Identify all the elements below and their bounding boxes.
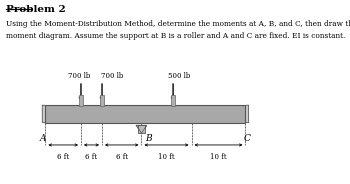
Text: C: C <box>244 134 251 143</box>
Bar <box>46 105 245 123</box>
Bar <box>171 95 175 106</box>
Wedge shape <box>42 105 55 123</box>
Text: A: A <box>40 134 47 143</box>
Text: B: B <box>145 134 152 143</box>
Polygon shape <box>136 125 147 133</box>
Text: 6 ft: 6 ft <box>85 153 98 161</box>
Text: 10 ft: 10 ft <box>158 153 175 161</box>
Text: Using the Moment-Distribution Method, determine the moments at A, B, and C, then: Using the Moment-Distribution Method, de… <box>6 20 350 28</box>
Text: 700 lb: 700 lb <box>102 72 124 80</box>
Text: 10 ft: 10 ft <box>210 153 227 161</box>
Bar <box>138 125 145 133</box>
Text: 500 lb: 500 lb <box>168 72 191 80</box>
Bar <box>100 95 104 106</box>
Bar <box>79 95 83 106</box>
Text: 700 lb: 700 lb <box>69 72 91 80</box>
Wedge shape <box>236 105 248 123</box>
Text: 6 ft: 6 ft <box>116 153 128 161</box>
Text: Problem 2: Problem 2 <box>6 5 66 14</box>
Text: 6 ft: 6 ft <box>57 153 69 161</box>
Text: moment diagram. Assume the support at B is a roller and A and C are fixed. EI is: moment diagram. Assume the support at B … <box>6 32 345 40</box>
